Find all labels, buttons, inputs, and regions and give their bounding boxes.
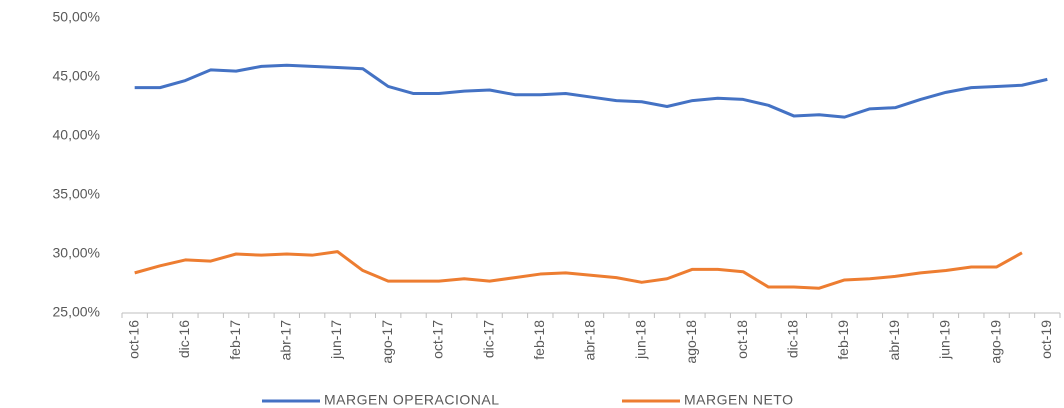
x-tick-label: feb-19 bbox=[835, 320, 851, 360]
x-tick-label: jun-17 bbox=[328, 320, 344, 360]
series-line bbox=[134, 250, 1023, 290]
x-tick-label: abr-17 bbox=[277, 320, 293, 361]
legend-item: MARGEN OPERACIONAL bbox=[262, 392, 499, 408]
x-tick-label: dic-16 bbox=[176, 320, 192, 358]
legend-item: MARGEN NETO bbox=[622, 392, 793, 408]
y-tick-label: 30,00% bbox=[53, 245, 100, 261]
x-tick-label: ago-18 bbox=[683, 320, 699, 364]
y-tick-label: 25,00% bbox=[53, 304, 100, 320]
x-tick-label: dic-17 bbox=[480, 320, 496, 358]
x-tick-label: feb-18 bbox=[531, 320, 547, 360]
x-tick-label: oct-16 bbox=[125, 320, 141, 359]
x-tick-label: abr-19 bbox=[886, 320, 902, 361]
x-tick-label: feb-17 bbox=[227, 320, 243, 360]
series-line bbox=[134, 63, 1048, 119]
y-tick-label: 35,00% bbox=[53, 186, 100, 202]
x-tick-label: jun-19 bbox=[937, 320, 953, 360]
y-tick-label: 45,00% bbox=[53, 68, 100, 84]
x-tick-label: abr-18 bbox=[582, 320, 598, 361]
legend-label: MARGEN OPERACIONAL bbox=[324, 392, 499, 408]
x-tick-label: ago-17 bbox=[379, 320, 395, 364]
x-tick-label: oct-17 bbox=[430, 320, 446, 359]
y-tick-label: 40,00% bbox=[53, 127, 100, 143]
legend-label: MARGEN NETO bbox=[684, 392, 793, 408]
x-tick-label: oct-18 bbox=[734, 320, 750, 359]
x-tick-label: jun-18 bbox=[632, 320, 648, 360]
x-tick-label: oct-19 bbox=[1038, 320, 1054, 359]
y-tick-label: 50,00% bbox=[53, 9, 100, 25]
x-tick-label: dic-18 bbox=[785, 320, 801, 358]
x-tick-label: ago-19 bbox=[987, 320, 1003, 364]
